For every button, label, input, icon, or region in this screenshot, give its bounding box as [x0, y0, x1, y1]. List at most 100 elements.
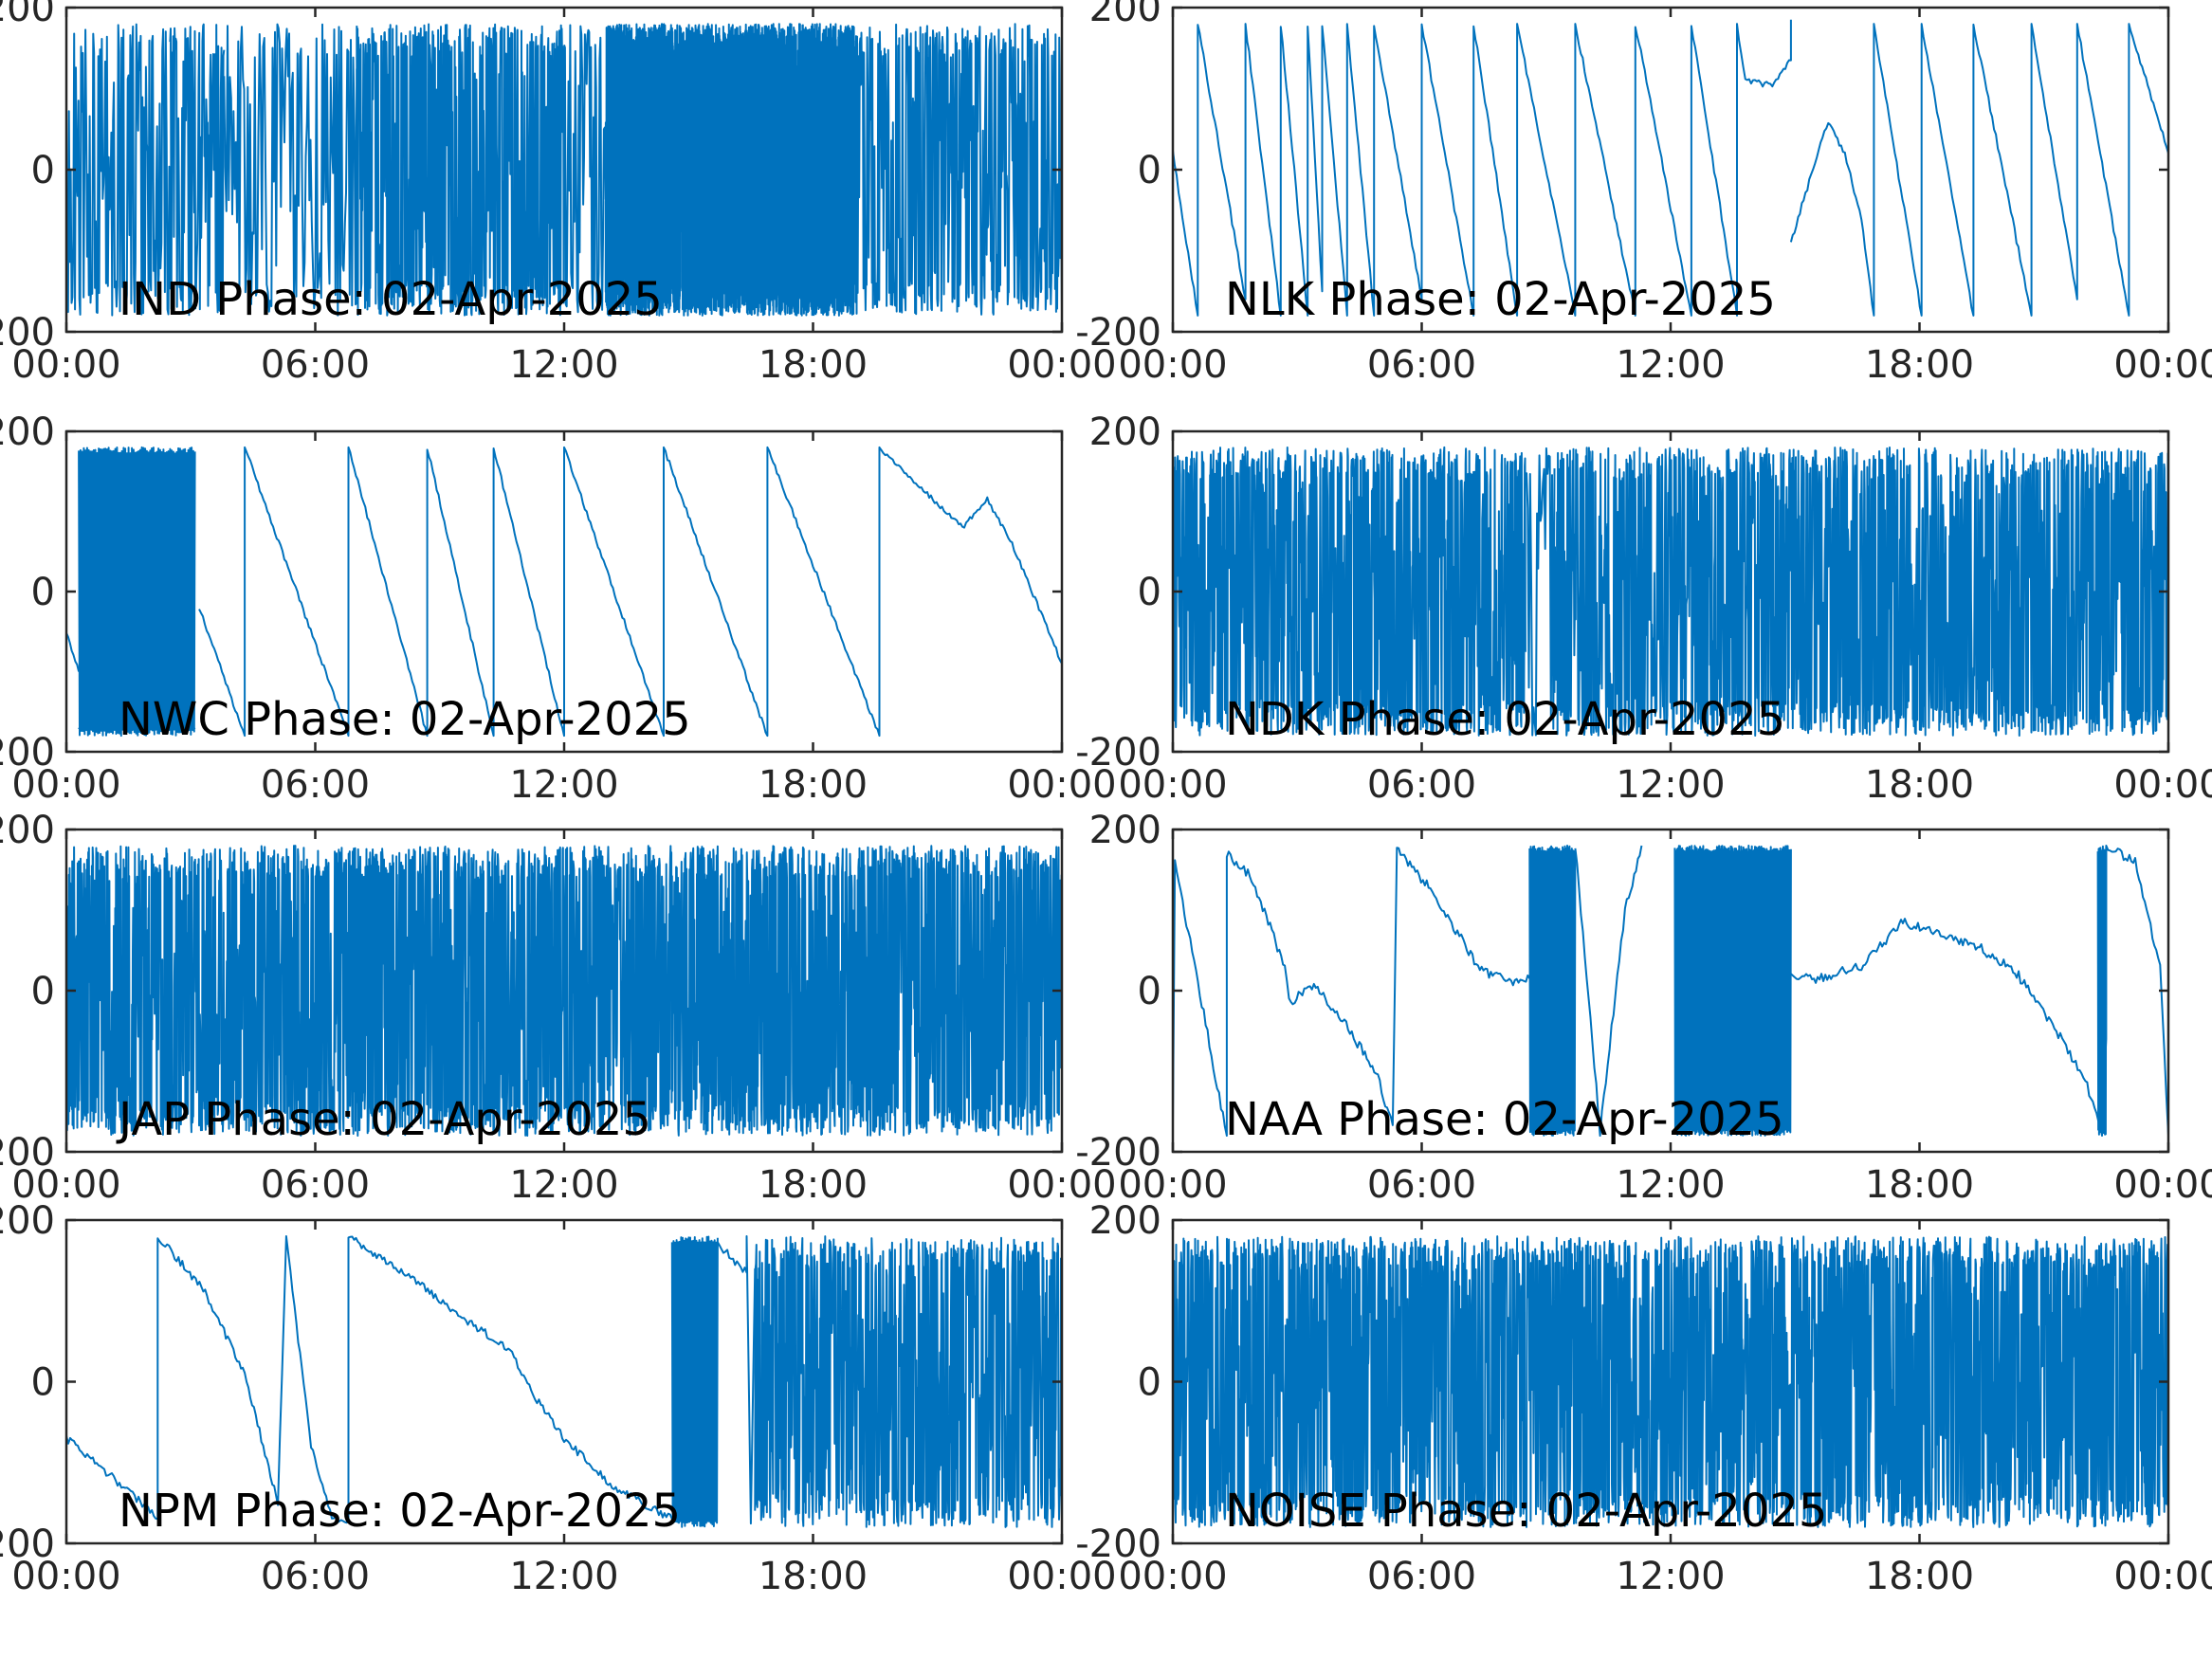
x-tick-label: 00:00 — [1007, 1555, 1116, 1598]
y-tick-label: 200 — [1089, 0, 1161, 30]
x-tick-label: 06:00 — [1367, 343, 1476, 387]
y-tick-label: 0 — [1138, 1361, 1161, 1405]
y-tick-label: 200 — [0, 1199, 55, 1243]
trace-group — [1173, 845, 2168, 1137]
trace-segment — [1173, 19, 1792, 317]
y-tick-label: 0 — [1138, 571, 1161, 614]
x-tick-label: 00:00 — [1118, 1163, 1227, 1207]
trace-segment — [66, 845, 1062, 1137]
trace-burst — [78, 446, 196, 738]
trace-segment — [66, 1235, 673, 1524]
x-tick-label: 12:00 — [1616, 1555, 1725, 1598]
x-tick-label: 00:00 — [1007, 343, 1116, 387]
x-tick-label: 18:00 — [1865, 763, 1974, 807]
trace-segment — [604, 23, 856, 317]
x-tick-label: 00:00 — [11, 1163, 120, 1207]
x-tick-label: 00:00 — [2113, 1163, 2212, 1207]
trace-segment — [1553, 447, 2168, 737]
trace-segment — [169, 23, 226, 317]
y-tick-label: -200 — [1075, 311, 1161, 355]
trace-segment — [853, 23, 1062, 316]
y-tick-label: -200 — [1075, 1131, 1161, 1175]
trace-segment — [1173, 446, 1526, 737]
x-tick-label: 12:00 — [1616, 1163, 1725, 1207]
x-tick-label: 18:00 — [1865, 1555, 1974, 1598]
y-tick-label: 0 — [31, 149, 55, 192]
y-tick-label: 200 — [1089, 809, 1161, 852]
x-tick-label: 00:00 — [2113, 763, 2212, 807]
y-tick-label: 200 — [1089, 1199, 1161, 1243]
panel-title: JAP Phase: 02-Apr-2025 — [116, 1093, 651, 1146]
trace-segment — [1173, 1235, 2168, 1528]
y-tick-label: 200 — [0, 809, 55, 852]
panel-title: NWC Phase: 02-Apr-2025 — [119, 693, 691, 746]
x-tick-label: 12:00 — [509, 343, 618, 387]
y-tick-label: 0 — [1138, 149, 1161, 192]
trace-segment — [1574, 845, 1643, 1137]
trace-segment — [223, 23, 358, 317]
trace-group — [1173, 446, 2168, 737]
panel-title: NPM Phase: 02-Apr-2025 — [119, 1485, 681, 1538]
trace-group — [66, 23, 1062, 317]
trace-segment — [356, 23, 565, 317]
y-tick-label: -200 — [1075, 1522, 1161, 1566]
x-tick-label: 18:00 — [1865, 1163, 1974, 1207]
y-tick-label: 0 — [31, 970, 55, 1013]
trace-burst — [670, 1235, 719, 1528]
x-tick-label: 00:00 — [1118, 1555, 1227, 1598]
trace-segment — [1173, 847, 1531, 1137]
y-tick-label: -200 — [0, 1131, 55, 1175]
y-tick-label: -200 — [0, 311, 55, 355]
x-tick-label: 12:00 — [509, 763, 618, 807]
x-tick-label: 06:00 — [1367, 1555, 1476, 1598]
x-tick-label: 00:00 — [11, 1555, 120, 1598]
panel-title: NLK Phase: 02-Apr-2025 — [1225, 273, 1776, 326]
x-tick-label: 00:00 — [1007, 763, 1116, 807]
x-tick-label: 06:00 — [1367, 763, 1476, 807]
trace-group — [66, 845, 1062, 1137]
x-tick-label: 00:00 — [11, 343, 120, 387]
panel-title: NOISE Phase: 02-Apr-2025 — [1225, 1485, 1827, 1538]
x-tick-label: 12:00 — [1616, 763, 1725, 807]
trace-burst — [2096, 845, 2108, 1136]
x-tick-label: 00:00 — [11, 763, 120, 807]
x-tick-label: 12:00 — [1616, 343, 1725, 387]
y-tick-label: 200 — [1089, 410, 1161, 454]
y-tick-label: -200 — [0, 1522, 55, 1566]
trace-group — [66, 446, 1062, 738]
trace-segment — [66, 632, 81, 672]
x-tick-label: 06:00 — [261, 343, 370, 387]
panel-title: IND Phase: 02-Apr-2025 — [119, 273, 663, 326]
trace-group — [1173, 1235, 2168, 1528]
x-tick-label: 18:00 — [759, 763, 868, 807]
y-tick-label: 0 — [1138, 970, 1161, 1013]
trace-segment — [1789, 23, 2168, 317]
trace-burst — [1673, 845, 1792, 1137]
y-tick-label: 0 — [31, 571, 55, 614]
x-tick-label: 06:00 — [261, 1163, 370, 1207]
x-tick-label: 00:00 — [2113, 343, 2212, 387]
x-tick-label: 18:00 — [1865, 343, 1974, 387]
y-tick-label: 0 — [31, 1361, 55, 1405]
y-tick-label: -200 — [1075, 731, 1161, 775]
x-tick-label: 00:00 — [2113, 1555, 2212, 1598]
panel-title: NDK Phase: 02-Apr-2025 — [1225, 693, 1785, 746]
x-tick-label: 06:00 — [261, 1555, 370, 1598]
x-tick-label: 06:00 — [261, 763, 370, 807]
trace-burst — [1528, 845, 1577, 1137]
panel-title: NAA Phase: 02-Apr-2025 — [1225, 1093, 1784, 1146]
x-tick-label: 18:00 — [759, 343, 868, 387]
x-tick-label: 06:00 — [1367, 1163, 1476, 1207]
trace-segment — [66, 23, 172, 317]
trace-group — [1173, 19, 2168, 317]
trace-segment — [717, 1235, 757, 1525]
trace-group — [66, 1235, 1062, 1528]
x-tick-label: 18:00 — [759, 1163, 868, 1207]
